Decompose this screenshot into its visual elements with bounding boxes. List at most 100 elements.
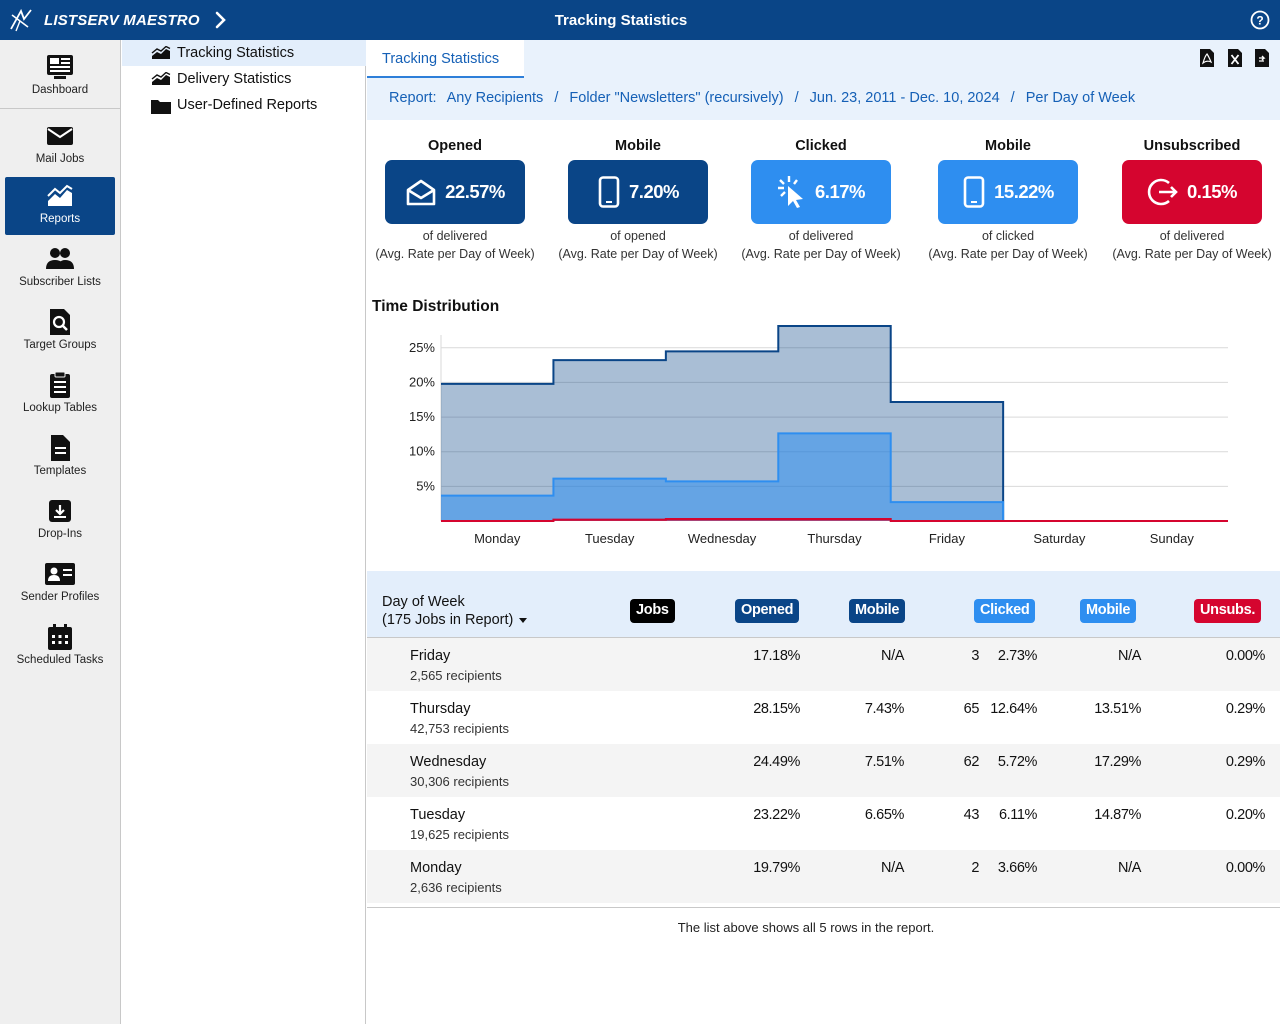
stat-value: 22.57% — [445, 181, 505, 202]
tree-item-delivery-statistics[interactable]: Delivery Statistics — [122, 66, 366, 92]
stat-box[interactable]: 0.15% — [1122, 160, 1262, 224]
stat-sub-note: (Avg. Rate per Day of Week) — [741, 247, 901, 261]
table-footer-note: The list above shows all 5 rows in the r… — [677, 920, 935, 935]
cell-mobile-opened: 7.43% — [864, 701, 905, 717]
stat-box[interactable]: 6.17% — [751, 160, 891, 224]
breadcrumb-item-folder[interactable]: Folder "Newsletters" (recursively) — [569, 90, 784, 106]
table-row[interactable]: Wednesday 30,306 recipients 62 24.49% 7.51% 5… — [367, 744, 1280, 797]
y-tick-label: 25% — [409, 340, 435, 355]
stat-title: Mobile — [985, 138, 1031, 154]
table-row[interactable]: Thursday 42,753 recipients 65 28.15% 7.43% 12… — [367, 691, 1280, 744]
nav-sender-profiles[interactable]: Sender Profiles — [5, 555, 115, 613]
mobile-phone-icon — [598, 176, 620, 208]
nav-divider — [0, 108, 121, 109]
cell-opened: 17.18% — [753, 648, 800, 664]
nav-label: Dashboard — [31, 84, 89, 96]
stat-mobile-clicked: Mobile 15.22% of clicked (Avg. Rate per … — [916, 138, 1100, 263]
cell-unsubs: 0.29% — [1225, 754, 1266, 770]
envelope-icon — [47, 127, 73, 145]
breadcrumb-item-recipients[interactable]: Any Recipients — [446, 90, 544, 106]
nav-drop-ins[interactable]: Drop-Ins — [5, 492, 115, 550]
nav-dashboard[interactable]: Dashboard — [5, 48, 115, 106]
nav-target-groups[interactable]: Target Groups — [5, 303, 115, 361]
nav-label: Scheduled Tasks — [16, 654, 104, 666]
nav-label: Mail Jobs — [35, 153, 85, 165]
cell-clicked: 6.11% — [998, 807, 1037, 823]
row-day: Wednesday — [410, 754, 487, 770]
nav-lookup-tables[interactable]: Lookup Tables — [5, 366, 115, 424]
export-excel-icon[interactable] — [1227, 48, 1243, 68]
cell-mobile-clicked: N/A — [1118, 860, 1141, 876]
cell-unsubs: 0.20% — [1225, 807, 1266, 823]
stat-sub-note: (Avg. Rate per Day of Week) — [928, 247, 1088, 261]
table-divider — [367, 907, 1280, 908]
breadcrumb-separator: / — [1010, 90, 1015, 106]
clipboard-icon — [50, 371, 70, 398]
app-logo[interactable]: LISTSERV MAESTRO — [8, 7, 200, 33]
x-tick-label: Friday — [929, 531, 966, 546]
cell-mobile-clicked: 13.51% — [1094, 701, 1141, 717]
breadcrumb-item-grouping[interactable]: Per Day of Week — [1025, 90, 1136, 106]
column-opened[interactable]: Opened — [735, 599, 800, 623]
nav-reports[interactable]: Reports — [5, 177, 115, 235]
export-pdf-icon[interactable] — [1199, 48, 1215, 68]
nav-mail-jobs[interactable]: Mail Jobs — [5, 117, 115, 175]
tree-item-tracking-statistics[interactable]: Tracking Statistics — [122, 40, 366, 66]
cell-clicked: 2.73% — [997, 648, 1038, 664]
cell-unsubs: 0.29% — [1225, 701, 1266, 717]
cell-mobile-clicked: 14.87% — [1094, 807, 1141, 823]
cell-opened: 24.49% — [753, 754, 800, 770]
stat-box[interactable]: 7.20% — [568, 160, 708, 224]
calendar-icon — [48, 624, 72, 650]
tree-item-label: Tracking Statistics — [177, 45, 295, 61]
stat-value: 7.20% — [629, 181, 679, 202]
x-tick-label: Thursday — [807, 531, 862, 546]
nav-subscriber-lists[interactable]: Subscriber Lists — [5, 240, 115, 298]
series-area-1 — [441, 433, 1228, 521]
column-clicked[interactable]: Clicked — [974, 599, 1036, 623]
stat-box[interactable]: 15.22% — [938, 160, 1078, 224]
report-tree: Tracking Statistics Delivery Statistics … — [122, 40, 366, 1024]
cell-opened: 19.79% — [753, 860, 800, 876]
stat-sub: of clicked — [981, 229, 1035, 243]
y-tick-label: 20% — [409, 374, 435, 389]
column-mobile-clicked[interactable]: Mobile — [1080, 599, 1137, 623]
nav-scheduled-tasks[interactable]: Scheduled Tasks — [5, 618, 115, 676]
table-row[interactable]: Tuesday 19,625 recipients 43 23.22% 6.65% 6.1… — [367, 797, 1280, 850]
help-icon[interactable]: ? — [1250, 10, 1270, 30]
row-day: Thursday — [410, 701, 471, 717]
y-tick-label: 5% — [416, 478, 435, 493]
document-icon — [51, 435, 70, 461]
stat-box[interactable]: 22.57% — [385, 160, 525, 224]
sort-column-header[interactable]: Day of Week (175 Jobs in Report) — [382, 593, 528, 629]
main-nav: Dashboard Mail Jobs Reports Subscriber L… — [0, 40, 121, 1024]
row-recipients: 30,306 recipients — [410, 774, 510, 789]
stat-title: Unsubscribed — [1143, 138, 1241, 154]
column-unsubs[interactable]: Unsubs. — [1194, 599, 1262, 623]
table-row[interactable]: Friday 2,565 recipients 3 17.18% N/A 2.73% N/A… — [367, 638, 1280, 691]
row-recipients: 2,565 recipients — [410, 668, 502, 683]
breadcrumb-separator: / — [794, 90, 799, 106]
tab-tracking-statistics[interactable]: Tracking Statistics — [367, 40, 524, 78]
column-mobile-opened[interactable]: Mobile — [849, 599, 906, 623]
dashboard-icon — [47, 55, 73, 79]
chevron-right-icon[interactable] — [210, 8, 232, 32]
cell-opened: 28.15% — [753, 701, 800, 717]
cell-clicked: 12.64% — [990, 701, 1037, 717]
export-csv-icon[interactable] — [1254, 48, 1270, 68]
y-tick-label: 10% — [409, 444, 435, 459]
breadcrumb: Report: Any Recipients / Folder "Newslet… — [367, 78, 1280, 120]
nav-templates[interactable]: Templates — [5, 429, 115, 487]
time-distribution-chart: 5% 10% 15% 20% 25% Monday Tuesday Wednesday Thur… — [409, 325, 1228, 546]
nav-label: Templates — [33, 465, 87, 477]
column-jobs[interactable]: Jobs — [630, 599, 675, 623]
x-tick-label: Saturday — [1033, 531, 1086, 546]
cell-jobs: 2 — [971, 860, 979, 876]
cell-unsubs: 0.00% — [1225, 860, 1266, 876]
nav-label: Sender Profiles — [20, 591, 100, 603]
table-row[interactable]: Monday 2,636 recipients 2 19.79% N/A 3.66% N/A… — [367, 850, 1280, 903]
cell-mobile-opened: 7.51% — [864, 754, 905, 770]
folder-icon — [151, 100, 171, 114]
tree-item-user-defined-reports[interactable]: User-Defined Reports — [122, 92, 366, 118]
breadcrumb-item-date-range[interactable]: Jun. 23, 2011 - Dec. 10, 2024 — [809, 90, 1000, 106]
